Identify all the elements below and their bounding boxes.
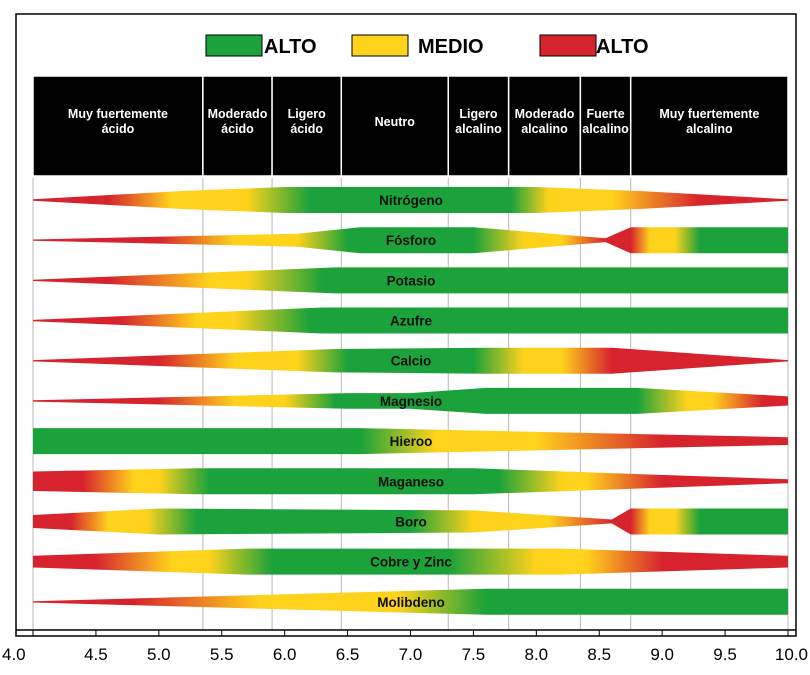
x-tick-label: 6.0 [273, 645, 297, 664]
band-label-calcio: Calcio [391, 354, 432, 369]
x-tick-label: 9.5 [713, 645, 737, 664]
legend: ALTO MEDIO ALTO [205, 34, 649, 58]
legend-label-green: ALTO [264, 36, 317, 58]
band-label-potasio: Potasio [387, 273, 436, 288]
x-tick-label: 4.5 [84, 645, 108, 664]
band-calcio [33, 347, 788, 374]
zone-neutro [340, 75, 449, 177]
x-tick-label: 7.0 [399, 645, 423, 664]
band-azufre [33, 307, 788, 334]
zone-label: Moderado [208, 107, 268, 121]
legend-swatch-red [539, 34, 597, 57]
zone-label: alcalino [686, 122, 733, 136]
band-label-magnesio: Magnesio [380, 394, 442, 409]
x-tick-label: 5.5 [210, 645, 234, 664]
zone-label: ácido [290, 122, 323, 136]
legend-label-yellow: MEDIO [418, 36, 484, 58]
zone-moderado-alcalino [507, 75, 582, 177]
x-tick-label: 5.0 [147, 645, 171, 664]
zone-fuerte-alcalino [579, 75, 632, 177]
band-label-fosforo: Fósforo [386, 233, 436, 248]
band-maganeso [33, 468, 788, 495]
band-label-molibdeno: Molibdeno [377, 595, 445, 610]
band-label-cobre-y-zinc: Cobre y Zinc [370, 555, 452, 570]
band-potasio [33, 267, 788, 294]
zone-label: alcalino [455, 122, 502, 136]
x-tick-label: 8.0 [525, 645, 549, 664]
zone-label: Muy fuertemente [68, 107, 168, 121]
zone-muy-fuertemente-acido [32, 75, 204, 177]
band-nitrogeno [33, 187, 788, 213]
band-hieroo [33, 428, 788, 455]
zone-label: Muy fuertemente [659, 107, 759, 121]
band-label-azufre: Azufre [390, 314, 432, 329]
band-label-boro: Boro [395, 514, 427, 529]
nutrient-bands: Nitrógeno Fósforo Potasio Azufre Calcio Magne… [33, 187, 788, 615]
zone-ligero-alcalino [447, 75, 510, 177]
band-cobre-y-zinc [33, 548, 788, 575]
x-axis: 4.0 4.5 5.0 5.5 6.0 6.5 7.0 7.5 8.0 8.5 9.0 9.5 10.0 [2, 629, 808, 664]
zone-label: Ligero [459, 107, 498, 121]
zone-label: Moderado [515, 107, 575, 121]
zone-muy-fuertemente-alcalino [629, 75, 789, 177]
zone-label: Ligero [288, 107, 327, 121]
band-magnesio [33, 387, 788, 414]
zone-label: alcalino [521, 122, 568, 136]
x-tick-label: 7.5 [462, 645, 486, 664]
band-label-nitrogeno: Nitrógeno [379, 193, 443, 208]
legend-swatch-yellow [351, 34, 409, 57]
band-fosforo [33, 227, 788, 254]
zone-label: alcalino [582, 122, 629, 136]
band-label-hieroo: Hieroo [390, 434, 433, 449]
zone-label: Neutro [375, 115, 416, 129]
legend-swatch-green [205, 34, 263, 57]
band-label-maganeso: Maganeso [378, 474, 444, 489]
x-tick-label: 6.5 [336, 645, 360, 664]
x-tick-label: 10.0 [775, 645, 808, 664]
zone-label: ácido [221, 122, 254, 136]
zone-moderado-acido [202, 75, 273, 177]
legend-label-red: ALTO [596, 36, 649, 58]
x-tick-label: 9.0 [650, 645, 674, 664]
x-tick-label: 4.0 [2, 645, 26, 664]
ph-zone-header: Muy fuertementeácidoModeradoácidoLigeroá… [32, 75, 789, 177]
band-boro [33, 508, 788, 535]
x-tick-label: 8.5 [587, 645, 611, 664]
band-molibdeno [33, 588, 788, 615]
zone-label: Fuerte [586, 107, 624, 121]
zone-label: ácido [102, 122, 135, 136]
